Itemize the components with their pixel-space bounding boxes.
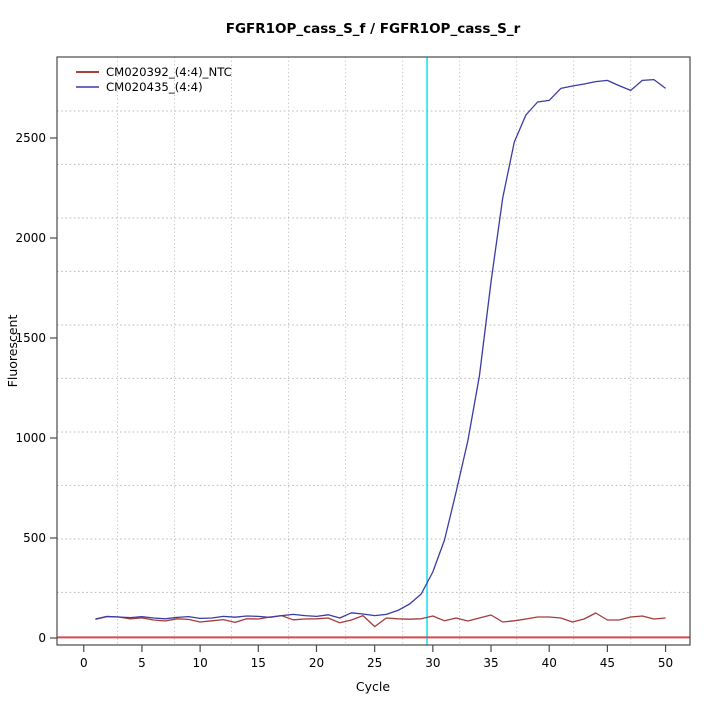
- x-tick-label: 50: [658, 656, 673, 670]
- x-tick-label: 25: [367, 656, 382, 670]
- x-tick-label: 40: [542, 656, 557, 670]
- y-tick-label: 500: [23, 531, 46, 545]
- legend-label: CM020392_(4:4)_NTC: [106, 65, 232, 79]
- y-tick-label: 1500: [15, 331, 46, 345]
- x-tick-label: 15: [251, 656, 266, 670]
- legend-line-swatch: [76, 71, 99, 74]
- chart-title: FGFR1OP_cass_S_f / FGFR1OP_cass_S_r: [226, 21, 521, 37]
- x-tick-label: 5: [138, 656, 146, 670]
- x-tick-label: 10: [192, 656, 207, 670]
- plot-border: [56, 56, 691, 646]
- legend-line-swatch: [76, 85, 99, 88]
- y-tick-label: 0: [38, 631, 46, 645]
- x-tick-label: 35: [483, 656, 498, 670]
- y-tick-label: 2500: [15, 131, 46, 145]
- legend-item-sample: CM020435_(4:4): [76, 80, 232, 95]
- x-tick-label: 0: [80, 656, 88, 670]
- x-tick-label: 30: [425, 656, 440, 670]
- x-tick-label: 20: [309, 656, 324, 670]
- y-tick-label: 2000: [15, 231, 46, 245]
- y-tick-label: 1000: [15, 431, 46, 445]
- legend-item-ntc: CM020392_(4:4)_NTC: [76, 65, 232, 80]
- legend-label: CM020435_(4:4): [106, 79, 203, 94]
- series-curve-1: [95, 78, 666, 620]
- y-axis-title: Fluorescent: [5, 315, 20, 388]
- x-tick-label: 45: [600, 656, 615, 670]
- series-curve-0: [95, 612, 666, 628]
- x-axis-title: Cycle: [356, 679, 390, 694]
- legend: CM020392_(4:4)_NTC CM020435_(4:4): [76, 65, 232, 94]
